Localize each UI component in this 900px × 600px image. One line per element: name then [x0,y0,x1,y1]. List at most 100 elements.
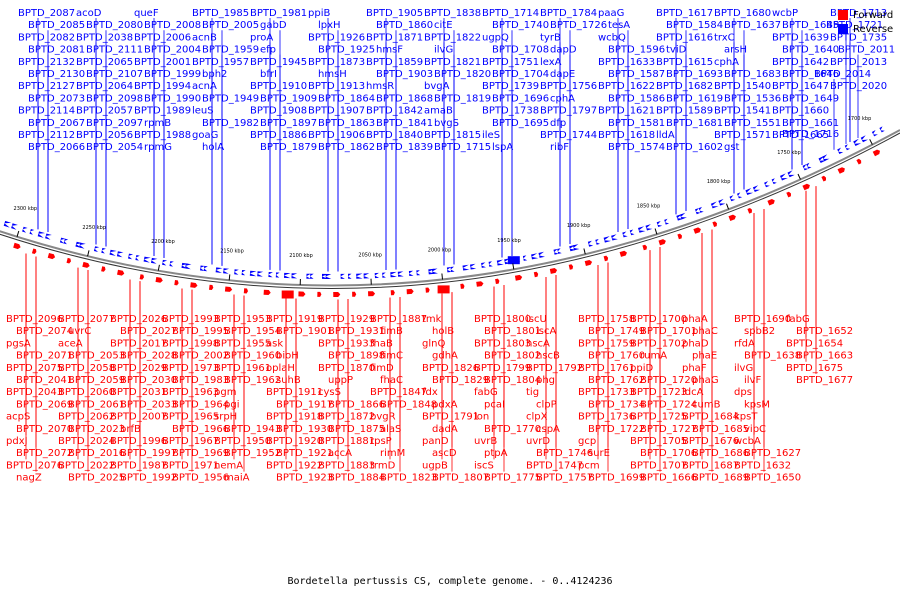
forward-gene-label[interactable]: BPTD_1997 [120,448,177,459]
forward-gene-label[interactable]: fdx [422,387,438,398]
forward-gene-label[interactable]: BPTD_1666 [640,473,697,484]
forward-gene-label[interactable]: BPTD_2002 [172,351,229,362]
reverse-gene-label[interactable]: BPTD_1945 [250,57,307,68]
forward-gene-label[interactable]: fhaB [370,338,393,349]
forward-gene-label[interactable]: BPTD_1689 [692,473,749,484]
reverse-gene-label[interactable]: dapD [550,45,577,56]
reverse-gene-label[interactable]: BPTD_2006 [134,32,191,43]
forward-gene-label[interactable]: BPTD_1747 [526,460,583,471]
reverse-gene-label[interactable]: ppiB [308,8,330,19]
forward-gene-label[interactable]: uvrB [474,436,497,447]
forward-gene-label[interactable]: vipC [744,424,766,435]
reverse-gene-label[interactable]: goaG [192,130,218,141]
reverse-gene-label[interactable]: BPTD_1990 [144,93,201,104]
reverse-gene-label[interactable]: bfrI [260,69,277,80]
reverse-gene-label[interactable]: BPTD_1645 [782,20,839,31]
reverse-gene-label[interactable]: bvgS [434,118,459,129]
forward-gene-label[interactable]: gdhA [432,351,458,362]
reverse-gene-label[interactable]: BPTD_2008 [144,20,201,31]
reverse-gene-label[interactable]: BPTD_1925 [318,45,375,56]
forward-gene-label[interactable]: BPTD_1736 [578,412,635,423]
forward-gene-label[interactable]: BPTD_1684 [682,412,739,423]
forward-gene-label[interactable]: ascD [432,448,457,459]
reverse-gene-label[interactable]: BPTD_1756 [540,81,597,92]
reverse-gene-label[interactable]: BPTD_1735 [830,32,887,43]
reverse-gene-label[interactable]: acoD [76,8,102,19]
forward-gene-label[interactable]: BPTD_1901 [276,326,333,337]
forward-gene-label[interactable]: BPTD_1724 [640,399,697,410]
forward-gene-label[interactable]: BPTD_1686 [692,448,749,459]
forward-gene-label[interactable]: phaC [692,326,718,337]
forward-gene-label[interactable]: BPTD_1770 [484,424,541,435]
forward-gene-label[interactable]: fabG [474,387,498,398]
reverse-gene-label[interactable]: rpmG [144,142,172,153]
forward-gene-label[interactable]: BPTD_1638 [744,351,801,362]
forward-gene-label[interactable]: iscU [526,314,547,325]
forward-gene-label[interactable]: kpsT [734,412,758,423]
forward-gene-label[interactable]: pcm [578,460,600,471]
reverse-gene-label[interactable]: BPTD_1815 [424,130,481,141]
forward-gene-label[interactable]: BPTD_1883 [318,460,375,471]
reverse-gene-label[interactable]: BPTD_1906 [308,130,365,141]
reverse-gene-label[interactable]: BPTD_2130 [28,69,85,80]
forward-gene-label[interactable]: BPTD_1700 [630,314,687,325]
forward-gene-label[interactable]: BPTD_1931 [328,326,385,337]
reverse-gene-label[interactable]: BPTD_1989 [134,106,191,117]
reverse-gene-label[interactable]: BPTD_1695 [492,118,549,129]
forward-gene-label[interactable]: rimM [380,448,405,459]
reverse-gene-label[interactable]: BPTD_1862 [318,142,375,153]
reverse-gene-label[interactable]: BPTD_2087 [18,8,75,19]
forward-gene-label[interactable]: BPTD_2028 [120,351,177,362]
reverse-gene-label[interactable]: gabD [260,20,287,31]
forward-gene-label[interactable]: BPTD_1917 [276,399,333,410]
forward-gene-label[interactable]: BPTD_1983 [172,375,229,386]
forward-gene-label[interactable]: BPTD_1973 [162,363,219,374]
forward-gene-label[interactable]: BPTD_1920 [266,436,323,447]
reverse-gene-label[interactable]: BPTD_1574 [608,142,665,153]
forward-gene-label[interactable]: BPTD_1675 [786,363,843,374]
forward-gene-label[interactable]: BPTD_1875 [328,424,385,435]
forward-gene-label[interactable]: BPTD_1734 [588,399,645,410]
reverse-gene-label[interactable]: BPTD_1820 [434,69,491,80]
forward-gene-label[interactable]: BPTD_1922 [266,460,323,471]
reverse-gene-label[interactable]: BPTD_1665 [772,130,829,141]
forward-gene-label[interactable]: BPTD_1960 [224,351,281,362]
forward-gene-label[interactable]: BPTD_1823 [380,473,437,484]
forward-gene-label[interactable]: acpS [6,412,30,423]
reverse-gene-label[interactable]: arsH [724,45,747,56]
forward-gene-label[interactable]: hscB [536,351,560,362]
forward-gene-label[interactable]: BPTD_1650 [744,473,801,484]
forward-gene-label[interactable]: clpX [526,412,548,423]
reverse-gene-label[interactable]: BPTD_1541 [714,106,771,117]
reverse-gene-label[interactable]: BPTD_1715 [434,142,491,153]
reverse-gene-label[interactable]: BPTD_1913 [308,81,365,92]
reverse-gene-label[interactable]: ugpQ [482,32,509,43]
forward-gene-label[interactable]: BPTD_1955 [214,338,271,349]
reverse-gene-label[interactable]: amaB [424,106,453,117]
forward-gene-label[interactable]: BPTD_2033 [120,399,177,410]
reverse-gene-label[interactable]: cphA [550,93,575,104]
reverse-gene-label[interactable]: BPTD_1910 [250,81,307,92]
reverse-gene-label[interactable]: tesA [608,20,630,31]
forward-gene-label[interactable]: rfdA [734,338,755,349]
forward-gene-label[interactable]: BPTD_1992 [120,473,177,484]
reverse-gene-label[interactable]: BPTD_1839 [376,142,433,153]
reverse-gene-label[interactable]: BPTD_1988 [134,130,191,141]
reverse-gene-label[interactable]: BPTD_1682 [656,81,713,92]
forward-gene-label[interactable]: BPTD_1804 [484,375,541,386]
reverse-gene-label[interactable]: BPTD_2073 [28,93,85,104]
forward-gene-label[interactable]: phaE [692,351,717,362]
reverse-gene-label[interactable]: BPTD_1640 [782,45,839,56]
forward-gene-label[interactable]: BPTD_1760 [588,351,645,362]
forward-gene-label[interactable]: BPTD_1749 [588,326,645,337]
reverse-gene-label[interactable]: BPTD_1840 [366,130,423,141]
forward-gene-label[interactable]: BPTD_2022 [58,460,115,471]
reverse-gene-label[interactable]: proA [250,32,273,43]
forward-gene-label[interactable]: hscA [526,338,550,349]
forward-gene-label[interactable]: phaG [692,375,719,386]
reverse-gene-label[interactable]: ribF [550,142,569,153]
reverse-gene-label[interactable]: BPTD_2082 [18,32,75,43]
forward-gene-label[interactable]: BPTD_1701 [640,326,697,337]
forward-gene-label[interactable]: BPTD_1956 [172,473,229,484]
reverse-gene-label[interactable]: BPTD_1821 [424,57,481,68]
